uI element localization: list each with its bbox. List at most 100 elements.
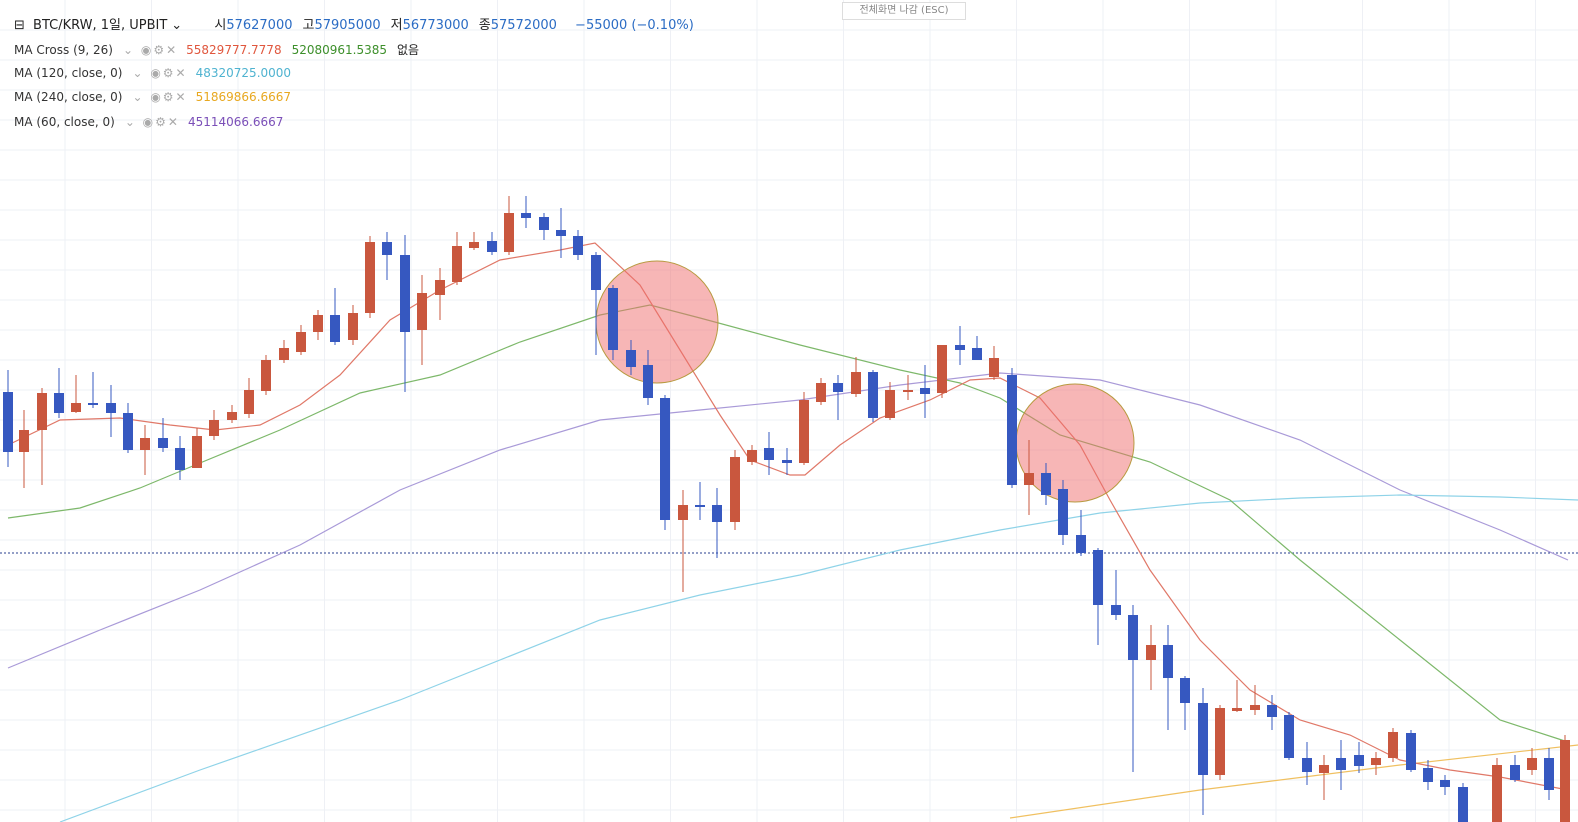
candle-body — [487, 241, 497, 252]
indicator-icons: ⌄ ◉⚙✕ — [122, 43, 179, 57]
ohlc-label: 종 — [478, 18, 491, 33]
indicator-row: MA (120, close, 0) ⌄ ◉⚙✕ 48320725.0000 — [14, 66, 301, 80]
candle-body — [764, 448, 774, 460]
candle-body — [868, 372, 878, 418]
candle-body — [782, 460, 792, 463]
candle-body — [1111, 605, 1121, 615]
candle-body — [1423, 768, 1433, 782]
candle-body — [660, 398, 670, 520]
candle-body — [417, 293, 427, 330]
candle-body — [192, 436, 202, 468]
candle-body — [1267, 705, 1277, 717]
indicator-value: 52080961.5385 — [291, 43, 388, 57]
indicator-value: 55829777.7778 — [186, 43, 282, 57]
candle-body — [608, 288, 618, 350]
symbol-header: ⊟ BTC/KRW, 1일, UPBIT ⌄ 시57627000 고57905000… — [14, 18, 694, 33]
candle-body — [1146, 645, 1156, 660]
candle-body — [19, 430, 29, 452]
candle-body — [885, 390, 895, 418]
ohlc-value: 56773000 — [402, 18, 469, 33]
candle-body — [175, 448, 185, 470]
candle-body — [227, 412, 237, 420]
indicator-name: MA (60, close, 0) — [14, 114, 115, 129]
fullscreen-exit-button[interactable]: 전체화면 나감 (ESC) — [842, 2, 966, 20]
candle-body — [123, 413, 133, 450]
candle-body — [816, 383, 826, 402]
indicator-value: 없음 — [397, 43, 420, 57]
candle-body — [296, 332, 306, 352]
candle-body — [591, 255, 601, 290]
symbol[interactable]: BTC/KRW, 1일, UPBIT — [33, 18, 168, 33]
candle-body — [1128, 615, 1138, 660]
candle-body — [1024, 473, 1034, 485]
candle-body — [1371, 758, 1381, 765]
indicator-value: 45114066.6667 — [187, 114, 284, 129]
candle-body — [955, 345, 965, 350]
candle-body — [279, 348, 289, 360]
candle-body — [1336, 758, 1346, 770]
candle-body — [1232, 708, 1242, 711]
ohlc: 시57627000 고57905000 저56773000 종57572000 — [214, 18, 567, 33]
candle-body — [920, 388, 930, 394]
candle-body — [140, 438, 150, 450]
candle-body — [1007, 375, 1017, 485]
candle-body — [539, 217, 549, 230]
indicator-icons: ⌄ ◉⚙✕ — [124, 114, 180, 129]
candle-body — [521, 213, 531, 218]
candle-body — [261, 360, 271, 391]
candle-body — [1180, 678, 1190, 703]
candle-body — [851, 372, 861, 394]
ohlc-label: 고 — [302, 18, 315, 33]
candle-body — [1406, 733, 1416, 770]
candle-body — [747, 450, 757, 462]
candle-body — [3, 392, 13, 452]
candle-body — [712, 505, 722, 522]
candle-body — [504, 213, 514, 252]
candle-body — [695, 505, 705, 507]
candle-body — [1319, 765, 1329, 773]
indicator-name: MA (240, close, 0) — [14, 90, 123, 104]
candle-body — [1041, 473, 1051, 495]
candle-body — [573, 236, 583, 255]
candle-body — [1163, 645, 1173, 678]
candle-body — [1458, 787, 1468, 822]
indicator-icons: ⌄ ◉⚙✕ — [132, 65, 188, 80]
indicator-value: 51869866.6667 — [195, 90, 292, 104]
candle-body — [1284, 715, 1294, 758]
candle-body — [626, 350, 636, 367]
candle-body — [54, 393, 64, 413]
candle-body — [88, 403, 98, 405]
candle-body — [833, 383, 843, 392]
candle-body — [1560, 740, 1570, 822]
candle-body — [903, 390, 913, 392]
candle-body — [452, 246, 462, 282]
ma26-line — [7, 304, 1569, 743]
ma120-line — [59, 494, 1578, 822]
indicator-icons: ⌄ ◉⚙✕ — [132, 90, 188, 104]
indicator-row: MA (240, close, 0) ⌄ ◉⚙✕ 51869866.6667 — [14, 90, 301, 104]
candle-body — [1492, 765, 1502, 822]
candle-body — [1544, 758, 1554, 790]
ma9-line — [7, 242, 1569, 791]
indicator-row: MA Cross (9, 26) ⌄ ◉⚙✕ 55829777.7778 520809… — [14, 41, 429, 58]
candle-body — [799, 400, 809, 463]
candle-body — [365, 242, 375, 313]
candle-body — [313, 315, 323, 332]
candle-body — [556, 230, 566, 236]
candle-body — [678, 505, 688, 520]
candle-body — [1440, 780, 1450, 787]
candle-body — [400, 255, 410, 332]
candle-body — [244, 390, 254, 414]
candle-body — [1527, 758, 1537, 770]
ohlc-value: 57905000 — [314, 18, 381, 33]
candle-body — [1093, 550, 1103, 605]
collapse-icon[interactable]: ⊟ — [14, 18, 25, 33]
indicator-value: 48320725.0000 — [195, 65, 292, 80]
candle-body — [1354, 755, 1364, 766]
ohlc-value: 57627000 — [226, 18, 293, 33]
ohlc-label: 시 — [214, 18, 227, 33]
candle-body — [382, 242, 392, 255]
candle-body — [1388, 732, 1398, 758]
candle-body — [1215, 708, 1225, 775]
